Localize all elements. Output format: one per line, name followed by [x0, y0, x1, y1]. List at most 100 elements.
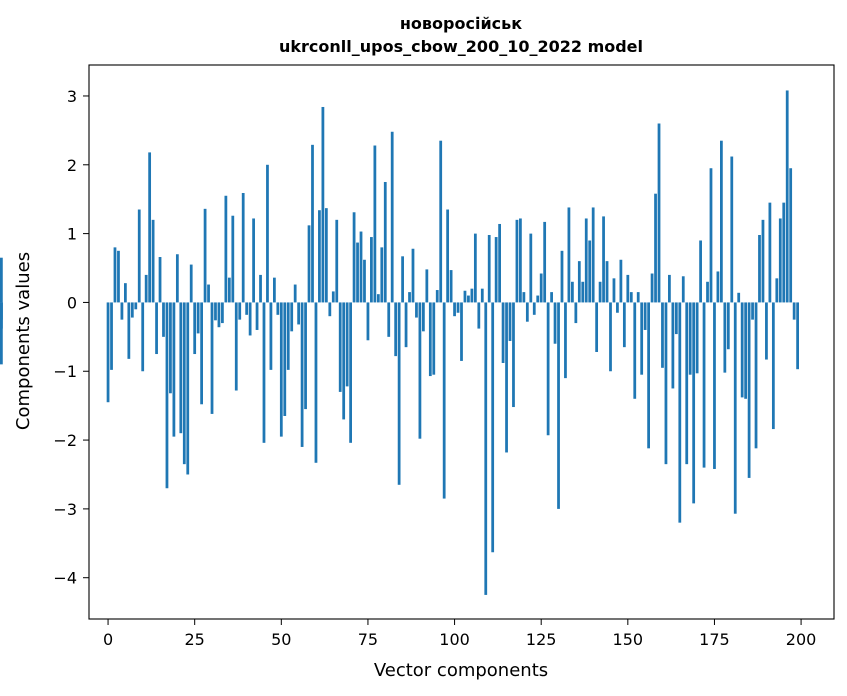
bar — [671, 302, 675, 389]
bar — [252, 218, 255, 303]
bar — [415, 302, 418, 318]
bar — [778, 218, 782, 303]
x-tick-label: 0 — [103, 630, 113, 649]
bar — [678, 302, 682, 523]
bar — [162, 302, 165, 337]
bar — [175, 254, 179, 303]
bar — [723, 302, 727, 373]
bar — [189, 264, 193, 303]
bar — [688, 302, 692, 375]
bar — [286, 302, 290, 370]
bar — [616, 302, 619, 313]
bar — [124, 283, 127, 303]
bar — [619, 259, 623, 303]
bar — [595, 302, 599, 352]
bar — [0, 302, 3, 365]
bar — [591, 207, 595, 303]
bar — [401, 256, 404, 303]
bar — [761, 219, 765, 303]
bar — [293, 284, 297, 303]
x-axis-ticks: 0 25 50 75 100 125 150 175 200 — [103, 619, 816, 649]
bar — [307, 225, 311, 303]
bar — [352, 212, 356, 303]
bar — [536, 295, 540, 303]
bar — [564, 302, 567, 379]
y-tick-label: −3 — [53, 500, 77, 519]
bar — [491, 302, 495, 553]
bar — [785, 90, 789, 303]
bar — [245, 302, 249, 315]
bar — [269, 302, 273, 370]
bar — [730, 156, 734, 303]
bar — [169, 302, 172, 394]
bar — [266, 164, 269, 303]
chart-title: новоросійськ — [400, 14, 522, 33]
bar — [609, 302, 612, 372]
bar — [484, 302, 488, 595]
bar — [106, 302, 110, 403]
y-axis-label: Components values — [13, 252, 34, 430]
bar — [0, 302, 3, 329]
bar — [425, 269, 429, 303]
bar — [629, 292, 633, 303]
bar — [539, 273, 543, 303]
bar — [456, 302, 460, 313]
bar — [172, 302, 176, 437]
bar — [411, 248, 415, 303]
bar — [588, 240, 592, 303]
bar — [789, 168, 793, 303]
x-tick-label: 200 — [786, 630, 817, 649]
bar — [241, 193, 245, 303]
bar — [338, 302, 342, 392]
bar — [467, 295, 470, 303]
bar — [324, 208, 328, 303]
bar — [477, 302, 481, 329]
bar — [376, 294, 380, 303]
bar — [373, 145, 377, 303]
bar — [733, 302, 737, 514]
x-tick-label: 100 — [439, 630, 470, 649]
bar — [120, 302, 124, 320]
bar — [480, 288, 484, 303]
bar — [110, 302, 113, 370]
bar — [435, 290, 439, 303]
bar — [345, 302, 349, 387]
bar — [248, 302, 252, 336]
bar — [494, 237, 498, 303]
bar — [706, 281, 709, 303]
bar — [158, 257, 162, 303]
bar — [584, 218, 588, 303]
bar — [234, 302, 238, 391]
bar — [224, 195, 228, 303]
bar — [661, 302, 664, 368]
bar — [148, 152, 152, 303]
bar — [626, 274, 630, 303]
bar — [276, 302, 280, 315]
bar — [321, 106, 325, 303]
y-tick-label: −1 — [53, 362, 77, 381]
bar — [782, 202, 786, 303]
bar — [196, 302, 200, 334]
bar — [567, 207, 571, 303]
bar — [383, 181, 387, 303]
y-tick-label: −4 — [53, 569, 77, 588]
bar — [751, 302, 754, 320]
x-tick-label: 25 — [185, 630, 205, 649]
bar — [633, 302, 637, 399]
bar — [335, 219, 339, 303]
bar — [418, 302, 422, 439]
bar — [508, 302, 512, 341]
bar — [557, 302, 560, 509]
bar — [370, 237, 373, 303]
bar — [754, 302, 758, 449]
bar — [144, 274, 148, 303]
bar — [200, 302, 203, 405]
bar — [505, 302, 508, 453]
bar — [515, 219, 519, 303]
bar — [519, 218, 522, 303]
bar — [182, 302, 186, 465]
bar — [796, 302, 799, 370]
bar — [664, 302, 668, 465]
bar — [130, 302, 134, 318]
